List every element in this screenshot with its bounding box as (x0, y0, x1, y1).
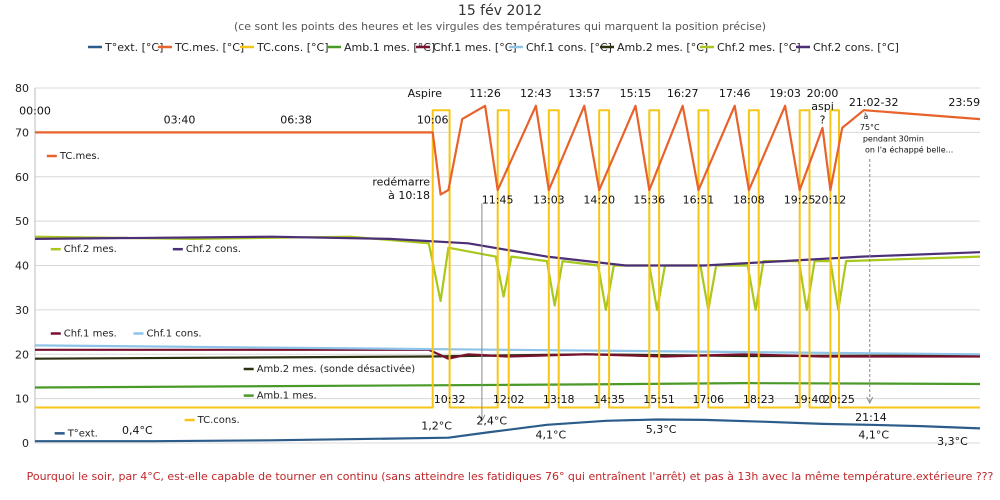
annotation: redémarre (372, 176, 430, 189)
annotation: 20:00 (807, 87, 839, 100)
annotation: 17:06 (692, 393, 724, 406)
annotation: 13:18 (543, 393, 575, 406)
annotation: 5,3°C (646, 423, 677, 436)
series-label: Chf.2 mes. (64, 244, 117, 255)
legend-entry: Amb.2 mes. [°C] (617, 41, 708, 54)
annotation: ? (820, 114, 826, 127)
annotation: 11:26 (469, 87, 501, 100)
annotation: 12:43 (520, 87, 552, 100)
series-label: TC.mes. (59, 151, 100, 162)
annotation: 15:36 (633, 193, 665, 206)
annotation: 12:02 (493, 393, 525, 406)
annotation: 14:20 (583, 193, 615, 206)
series-line-3 (34, 382, 981, 389)
annotation: 21:14 (855, 411, 887, 424)
series-label: Chf.1 cons. (146, 329, 201, 340)
annotation: 19:25 (784, 193, 816, 206)
annotation: à (863, 112, 868, 121)
annotation: 1,2°C (421, 420, 452, 433)
annotation: 00:00 (19, 105, 51, 118)
annotation: 15:51 (643, 393, 675, 406)
annotation: 06:38 (280, 114, 312, 127)
annotation: 03:40 (164, 114, 196, 127)
series-label: Chf.2 cons. (186, 244, 241, 255)
annotation: 0,4°C (122, 424, 153, 437)
annotation: 23:59 (948, 96, 980, 109)
annotation: 15:15 (620, 87, 652, 100)
legend-entry: Chf.1 mes. [°C] (433, 41, 517, 54)
annotation: 75°C (860, 123, 880, 132)
y-axis: 0 10 20 30 40 50 60 70 80 (15, 82, 36, 450)
annotation: à 10:18 (388, 189, 430, 202)
annotation: 20:25 (823, 393, 855, 406)
series-label: Amb.1 mes. (257, 391, 317, 402)
series-label: Amb.2 mes. (sonde désactivée) (257, 363, 416, 375)
annotation: 4,1°C (535, 429, 566, 442)
series-line-2 (35, 109, 980, 409)
annotation: 11:45 (482, 193, 514, 206)
plot-area (34, 104, 981, 443)
y-tick-label: 70 (15, 126, 29, 139)
annotation: 20:12 (815, 193, 847, 206)
legend-entry: Chf.1 cons. [°C] (526, 41, 612, 54)
annotation: 16:51 (683, 193, 715, 206)
y-tick-label: 40 (15, 260, 29, 273)
annotation: 3,3°C (937, 435, 968, 448)
annotation: 13:57 (568, 87, 600, 100)
series-line-1 (35, 104, 981, 196)
y-tick-label: 0 (22, 437, 29, 450)
footer-question: Pourquoi le soir, par 4°C, est-elle capa… (27, 470, 994, 483)
annotation: on l'a échappé belle... (865, 144, 953, 154)
grid (35, 87, 980, 444)
y-tick-label: 60 (15, 171, 29, 184)
annotation: 13:03 (533, 193, 565, 206)
annotation: 10:06 (417, 114, 449, 127)
legend-entry: TC.mes. [°C] (174, 41, 244, 54)
series-label: Chf.1 mes. (64, 329, 117, 340)
y-tick-label: 10 (15, 393, 29, 406)
legend-entry: Chf.2 cons. [°C] (813, 41, 899, 54)
series-line-8 (34, 235, 981, 267)
y-tick-label: 30 (15, 304, 29, 317)
annotation: 19:03 (769, 87, 801, 100)
arrow-head (866, 396, 874, 405)
series-labels: TC.mes. Chf.2 mes. Chf.2 cons. Chf.1 mes. Ch… (46, 151, 416, 439)
annotation: 21:02-32 (849, 96, 899, 109)
annotation: aspi (811, 100, 834, 113)
legend-entry: TC.cons. [°C] (256, 41, 329, 54)
annotation: 19:40 (794, 393, 826, 406)
y-tick-label: 50 (15, 215, 29, 228)
legend-entry: Amb.1 mes. [°C] (344, 41, 435, 54)
series-line-0 (35, 418, 981, 443)
y-tick-label: 80 (15, 82, 29, 95)
legend-entry: Chf.2 mes. [°C] (717, 41, 801, 54)
series-label: TC.cons. (197, 415, 240, 426)
annotation: pendant 30min (863, 134, 924, 143)
annotation: 17:46 (719, 87, 751, 100)
chart-subtitle: (ce sont les points des heures et les vi… (234, 20, 766, 33)
y-tick-label: 20 (15, 348, 29, 361)
arrow-head (478, 414, 486, 422)
legend: T°ext. [°C] TC.mes. [°C] TC.cons. [°C] Amb.… (88, 41, 899, 54)
series-label: T°ext. (67, 428, 98, 439)
chart-title: 15 fév 2012 (458, 3, 542, 19)
annotation: 2,4°C (476, 414, 507, 427)
annotation: 18:08 (733, 193, 765, 206)
legend-entry: T°ext. [°C] (104, 41, 163, 54)
annotation: 16:27 (667, 87, 699, 100)
annotation: 4,1°C (858, 429, 889, 442)
annotation: Aspire (408, 87, 443, 100)
annotation: 10:32 (434, 393, 466, 406)
series-line-4 (35, 348, 980, 360)
annotation: 18:23 (743, 393, 775, 406)
annotation: 14:35 (593, 393, 625, 406)
series-line-5 (34, 344, 981, 356)
